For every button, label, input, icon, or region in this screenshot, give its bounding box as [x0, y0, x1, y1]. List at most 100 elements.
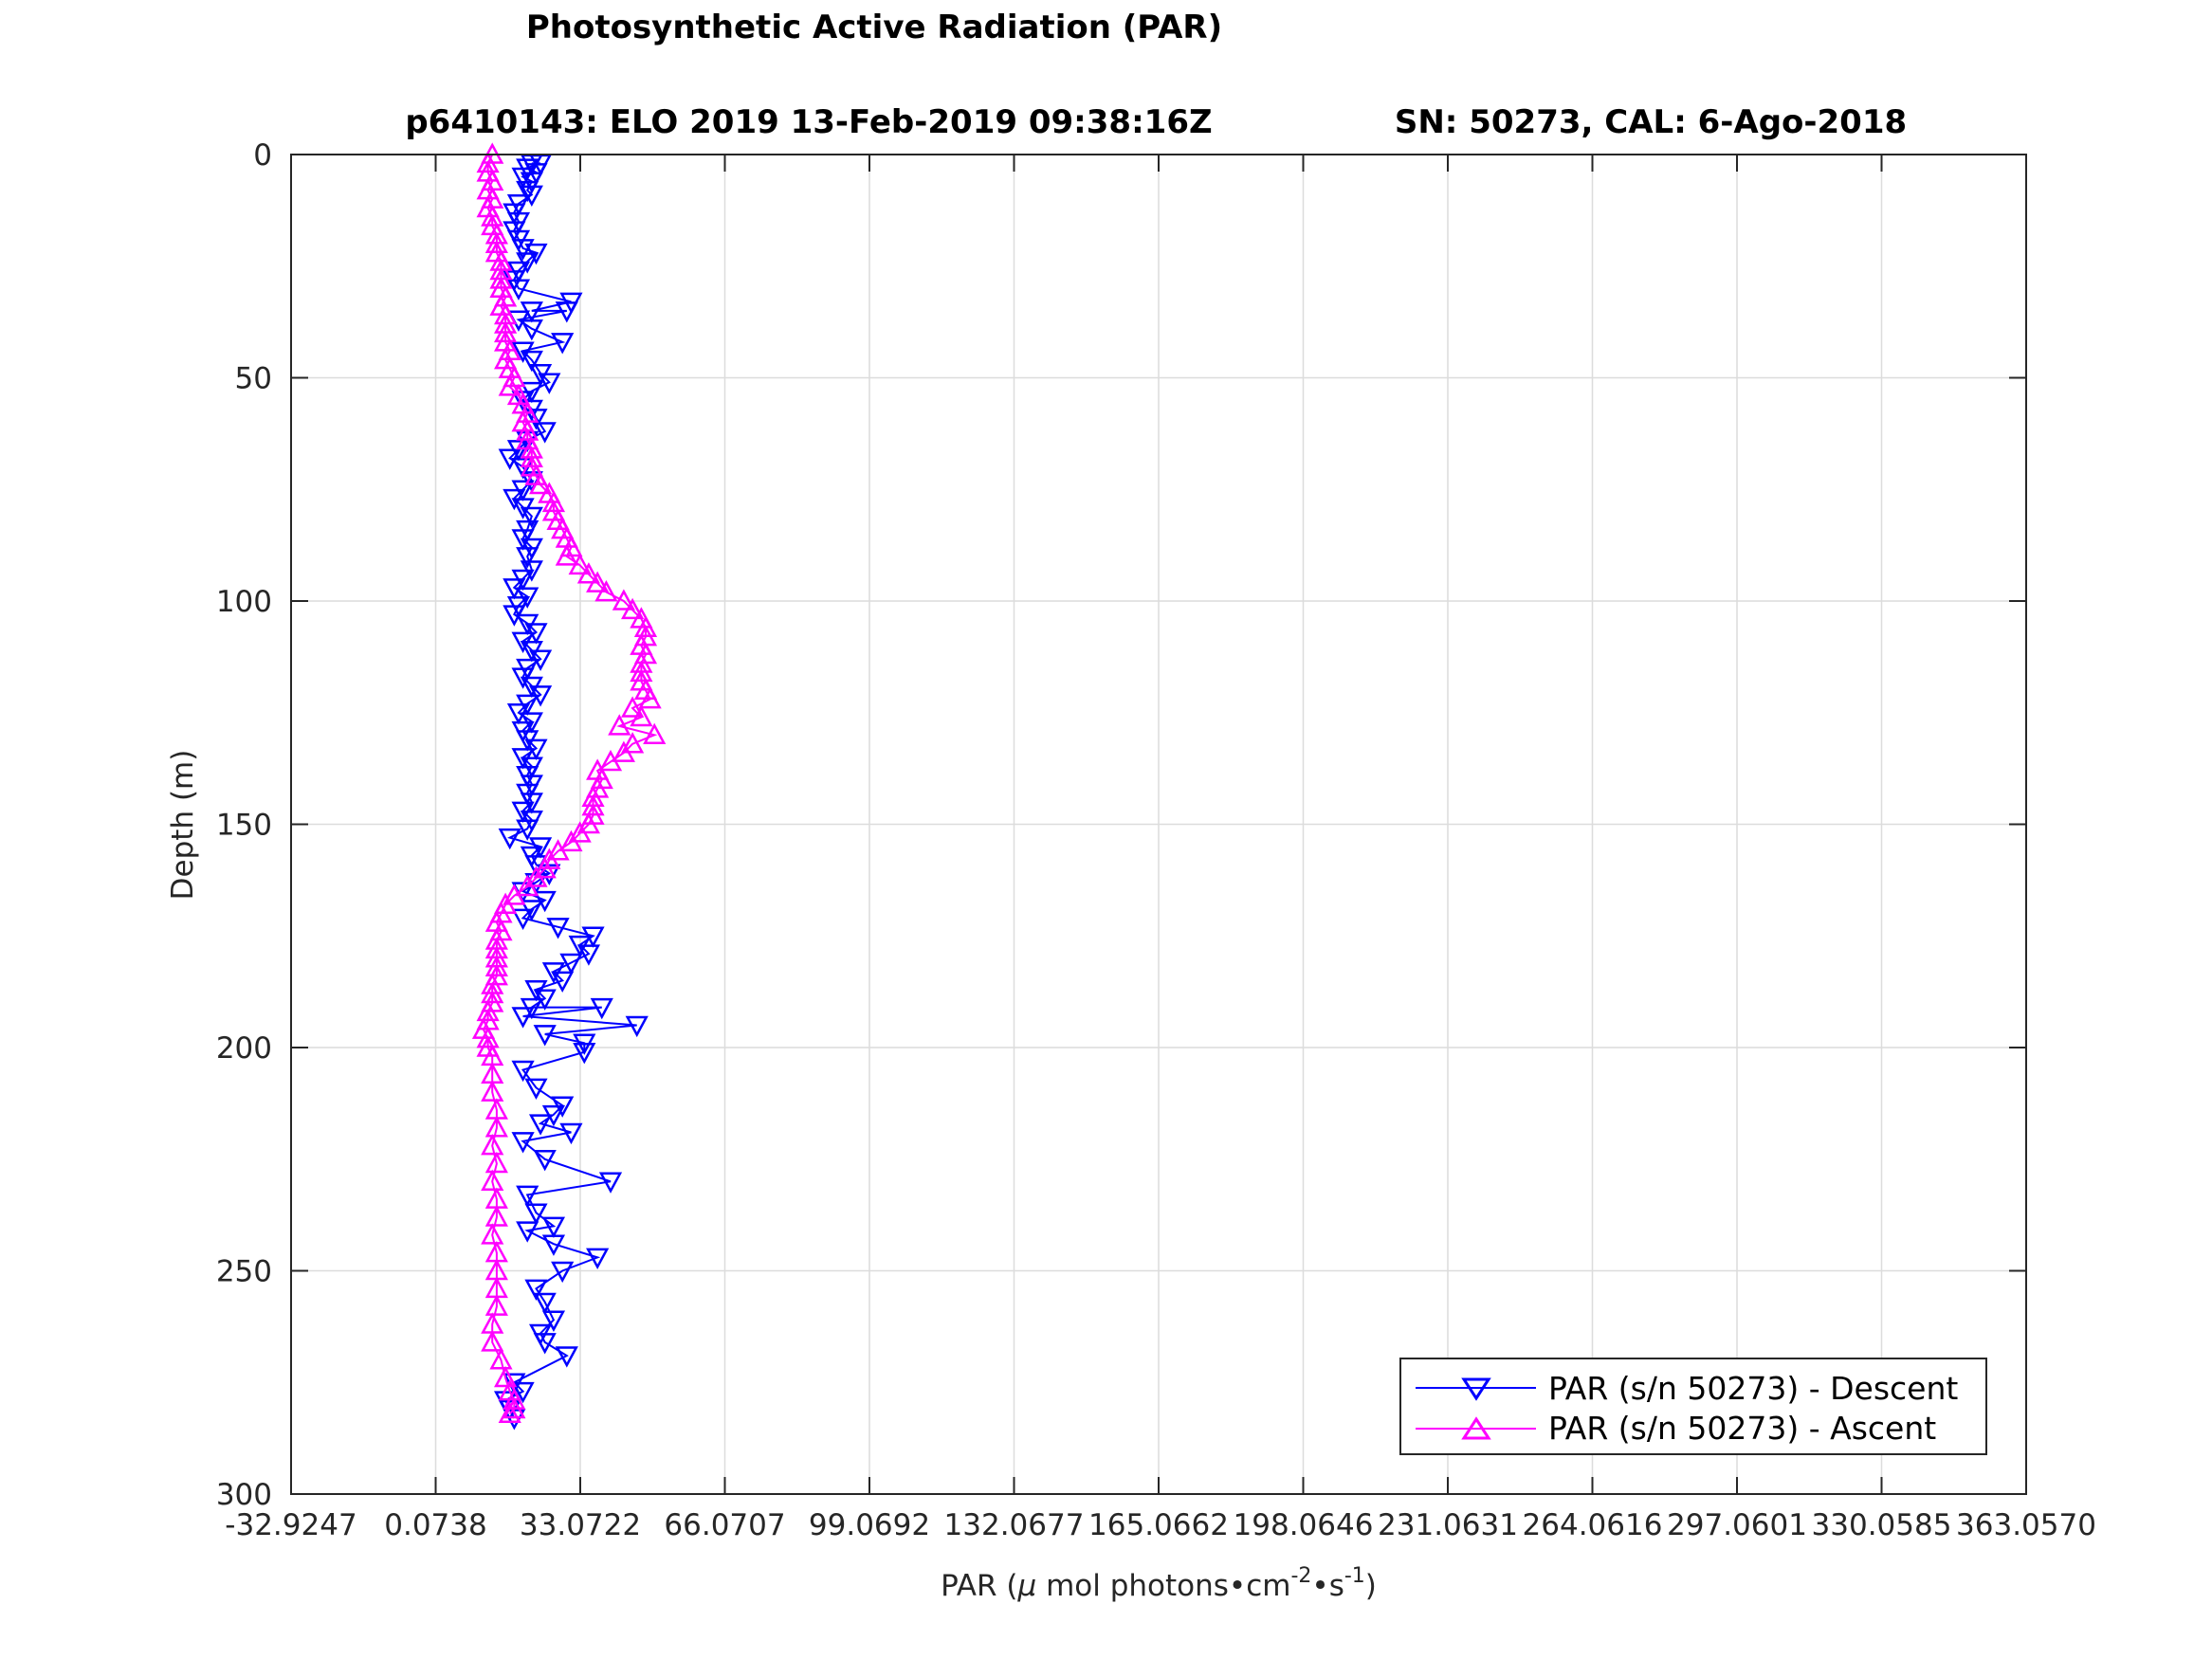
data-point — [621, 732, 645, 754]
data-point — [598, 1172, 623, 1194]
data-point — [520, 319, 543, 341]
data-point — [489, 1348, 513, 1370]
data-point — [484, 231, 508, 253]
data-point — [541, 1310, 566, 1332]
data-point — [503, 884, 526, 905]
data-point — [516, 1185, 539, 1208]
data-point — [586, 1248, 610, 1269]
axis-ticks: -32.9247 0.0738 33.0722 66.0707 99.0692 132.0… — [216, 138, 2096, 1542]
data-point — [524, 409, 548, 430]
data-point — [498, 1401, 521, 1423]
y-tick-label: 0 — [253, 138, 272, 173]
data-point — [528, 1114, 553, 1136]
x-tick-label: 66.0707 — [664, 1508, 785, 1542]
data-point — [484, 1205, 508, 1227]
x-tick-label: 297.0601 — [1667, 1508, 1807, 1542]
data-point — [608, 714, 631, 736]
data-point — [520, 446, 543, 468]
data-point — [481, 1223, 504, 1245]
data-point — [494, 320, 518, 343]
data-point — [476, 1026, 500, 1048]
data-point — [533, 1150, 557, 1172]
data-point — [559, 953, 583, 975]
data-point — [516, 180, 539, 203]
data-point — [630, 660, 653, 683]
data-point — [594, 579, 618, 602]
data-point — [621, 597, 645, 620]
x-axis-label-suffix: ) — [1365, 1569, 1377, 1603]
legend-label-descent: PAR (s/n 50273) - Descent — [1548, 1370, 1958, 1407]
data-point — [481, 1080, 504, 1102]
data-point — [586, 571, 610, 592]
data-point — [612, 589, 635, 611]
data-point — [516, 874, 539, 897]
x-tick-label: 165.0662 — [1088, 1508, 1229, 1542]
legend: PAR (s/n 50273) - Descent PAR (s/n 50273… — [1399, 1358, 1987, 1455]
data-point — [481, 1169, 504, 1192]
data-point — [551, 1261, 575, 1284]
x-tick-label: 99.0692 — [809, 1508, 930, 1542]
data-point — [516, 547, 539, 569]
data-point — [524, 866, 548, 887]
data-point — [633, 615, 658, 638]
data-point — [511, 457, 535, 480]
data-point — [598, 749, 623, 772]
data-point — [533, 422, 557, 444]
x-axis-label-prefix: PAR ( — [941, 1569, 1017, 1603]
data-point — [541, 1234, 566, 1256]
data-point — [511, 908, 535, 931]
grid-lines — [291, 155, 2026, 1494]
data-point — [503, 1388, 526, 1410]
data-point — [516, 1221, 539, 1243]
data-point — [576, 811, 601, 834]
data-point — [520, 506, 543, 529]
data-point — [555, 544, 578, 566]
data-point — [524, 1078, 548, 1101]
x-tick-label: 0.0738 — [384, 1508, 486, 1542]
series-layer — [471, 142, 667, 1431]
data-point — [524, 1279, 548, 1301]
chart-title: Photosynthetic Active Radiation (PAR) — [526, 9, 1222, 46]
data-point — [573, 1042, 596, 1065]
x-axis-label: PAR (μ mol photons•cm-2•s-1) — [941, 1564, 1377, 1603]
x-tick-label: 231.0631 — [1378, 1508, 1518, 1542]
data-point — [481, 205, 504, 227]
data-point — [551, 333, 575, 355]
data-point — [638, 686, 662, 709]
data-point — [489, 267, 513, 289]
y-tick-label: 50 — [235, 362, 272, 396]
data-point — [516, 819, 539, 841]
data-point — [538, 373, 561, 394]
data-point — [551, 971, 575, 993]
data-point — [555, 1346, 578, 1368]
x-tick-label: 363.0570 — [1956, 1508, 2096, 1542]
x-axis-label-sup1: -2 — [1290, 1564, 1311, 1588]
series-ascent — [471, 142, 667, 1423]
data-point — [484, 1294, 508, 1316]
data-point — [533, 1025, 557, 1047]
data-point — [541, 490, 566, 513]
x-axis-label-mid: mol photons•cm — [1036, 1569, 1290, 1603]
legend-label-ascent: PAR (s/n 50273) - Ascent — [1548, 1410, 1936, 1447]
y-tick-label: 250 — [216, 1255, 272, 1289]
data-point — [511, 1060, 535, 1083]
data-point — [484, 1151, 508, 1174]
chart-subtitle-profile: p6410143: ELO 2019 13-Feb-2019 09:38:16Z — [405, 103, 1212, 141]
data-point — [511, 1132, 535, 1154]
series-descent — [494, 154, 649, 1431]
data-point — [546, 918, 570, 939]
y-axis-label: Depth (m) — [166, 750, 200, 901]
data-point — [511, 167, 535, 190]
data-point — [568, 821, 592, 843]
data-point — [533, 856, 557, 879]
x-axis-label-sup2: -1 — [1344, 1564, 1365, 1588]
series-line — [503, 162, 637, 1419]
data-point — [559, 1122, 583, 1145]
data-point — [555, 301, 578, 323]
data-point — [528, 472, 553, 495]
x-tick-label: -32.9247 — [225, 1508, 356, 1542]
y-tick-label: 150 — [216, 809, 272, 843]
data-point — [511, 1381, 535, 1404]
data-point — [511, 1007, 535, 1029]
